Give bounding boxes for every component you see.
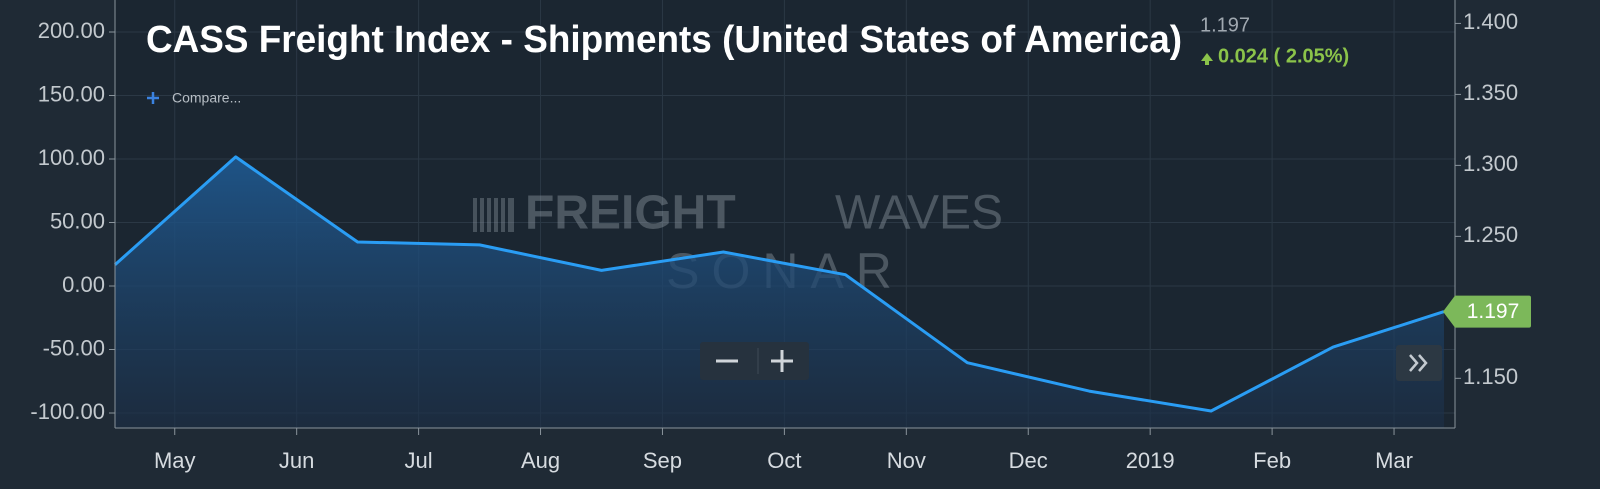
y-tick-label: 200.00 <box>38 18 105 43</box>
area <box>115 156 1445 428</box>
axes: 200.00 150.00 100.00 50.00 0.00 -50.00 -100.00… <box>30 9 1518 473</box>
y2-tick-label: 1.250 <box>1463 222 1518 247</box>
scroll-right-button[interactable] <box>1396 345 1442 381</box>
chart-title: CASS Freight Index - Shipments (United S… <box>146 19 1182 61</box>
y-tick-label: 100.00 <box>38 145 105 170</box>
y-tick-label: 0.00 <box>62 272 105 297</box>
y2-tick-label: 1.350 <box>1463 80 1518 105</box>
y-tick-label: 150.00 <box>38 81 105 106</box>
x-tick-label: Sep <box>643 448 682 473</box>
price-tag-bg <box>1443 295 1531 328</box>
watermark-text: FREIGHT <box>525 187 736 240</box>
x-tick-label: 2019 <box>1126 448 1175 473</box>
compare-button[interactable]: Compare... <box>147 90 241 106</box>
y-tick-label: -100.00 <box>30 399 105 424</box>
x-tick-label: Nov <box>887 448 926 473</box>
y-tick-label: -50.00 <box>43 335 105 360</box>
x-tick-label: Dec <box>1009 448 1048 473</box>
x-tick-label: May <box>154 448 196 473</box>
series <box>114 155 1445 428</box>
x-tick-label: Jul <box>405 448 433 473</box>
up-arrow <box>1201 53 1213 65</box>
x-tick-label: Aug <box>521 448 560 473</box>
zoom-controls <box>700 342 809 380</box>
y2-tick-label: 1.150 <box>1463 364 1518 389</box>
y2-tick-label: 1.400 <box>1463 9 1518 34</box>
x-tick-label: Mar <box>1375 448 1413 473</box>
price-tag: 1.197 <box>1443 295 1531 328</box>
zoom-in-button[interactable] <box>771 350 793 372</box>
x-tick-label: Oct <box>767 448 801 473</box>
watermark-logo <box>473 198 514 232</box>
scroll-icon <box>1409 354 1428 372</box>
x-tick-label: Jun <box>279 448 314 473</box>
change-text: 0.024 ( 2.05%) <box>1218 45 1349 67</box>
x-tick-label: Feb <box>1253 448 1291 473</box>
compare-label: Compare... <box>172 90 241 106</box>
last-value: 1.197 <box>1200 14 1250 36</box>
watermark-text: WAVES <box>835 187 1003 240</box>
price-tag-label: 1.197 <box>1467 300 1520 323</box>
scroll-button-bg <box>1396 345 1442 381</box>
y2-tick-label: 1.300 <box>1463 151 1518 176</box>
y-tick-label: 50.00 <box>50 208 105 233</box>
line <box>114 155 1445 413</box>
